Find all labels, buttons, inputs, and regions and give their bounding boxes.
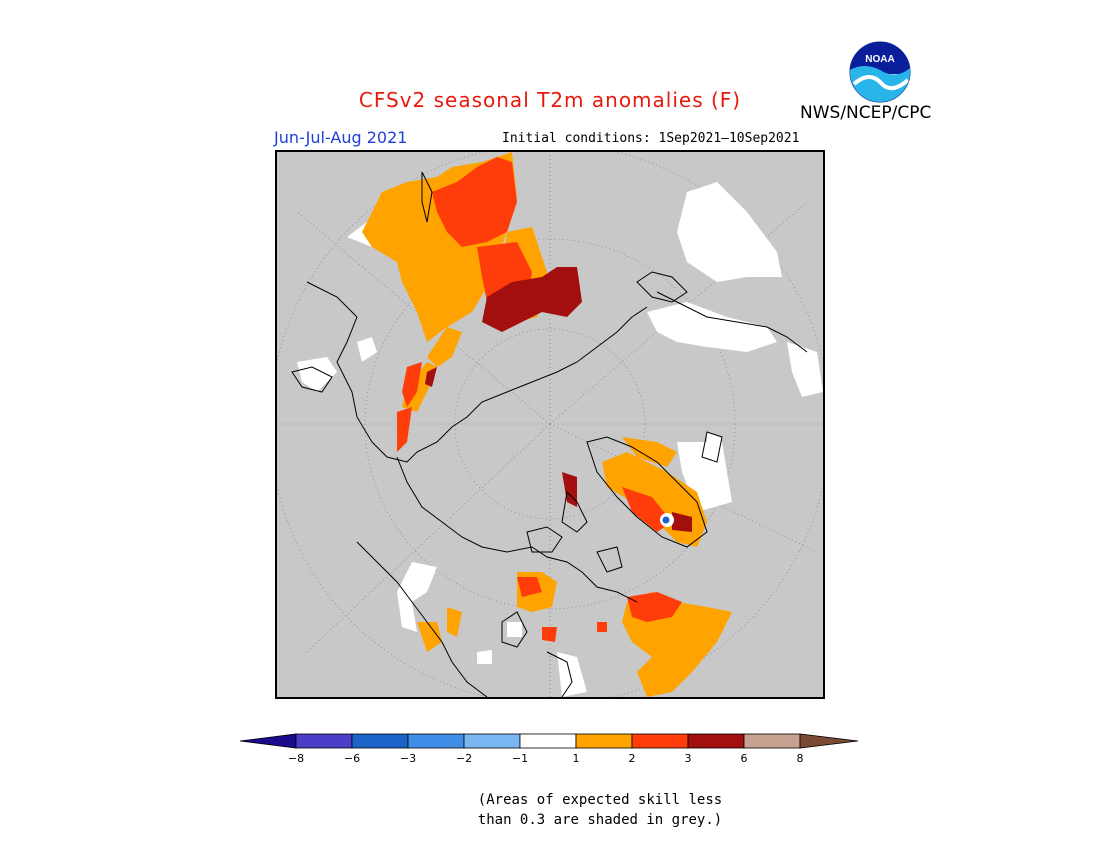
forecast-period: Jun-Jul-Aug 2021 [274, 128, 408, 147]
colorbar-tick-label: 2 [628, 752, 636, 765]
colorbar-segment [351, 733, 409, 749]
colorbar-segment [687, 733, 745, 749]
agency-label: NWS/NCEP/CPC [800, 103, 932, 123]
colorbar-tick-label: −8 [287, 752, 305, 765]
colorbar-tick-label: −6 [343, 752, 361, 765]
map-canvas [277, 152, 823, 697]
noaa-logo: NOAA [849, 41, 911, 103]
colorbar [239, 733, 859, 749]
skill-note-line-2: than 0.3 are shaded in grey.) [477, 812, 723, 828]
colorbar-segment [575, 733, 633, 749]
colorbar-segment [631, 733, 689, 749]
colorbar-segment [519, 733, 577, 749]
colorbar-tick-label: −3 [399, 752, 417, 765]
colorbar-segment [295, 733, 353, 749]
colorbar-tick-label: −2 [455, 752, 473, 765]
skill-note-line-1: (Areas of expected skill less [477, 792, 723, 808]
colorbar-tick-label: −1 [511, 752, 529, 765]
polar-anomaly-map [275, 150, 825, 699]
coastlines [291, 171, 808, 697]
anomaly-cold-spot [660, 513, 674, 527]
colorbar-tick-label: 3 [684, 752, 692, 765]
colorbar-segment [407, 733, 465, 749]
colorbar-segments [239, 733, 859, 749]
colorbar-tick-label: 8 [796, 752, 804, 765]
latitude-circle-60 [454, 328, 646, 520]
colorbar-arrow-low [239, 733, 297, 749]
colorbar-arrow-high [799, 733, 859, 749]
colorbar-segment [743, 733, 801, 749]
initial-conditions: Initial conditions: 1Sep2021–10Sep2021 [502, 131, 800, 146]
skill-note: (Areas of expected skill less than 0.3 a… [450, 790, 750, 830]
colorbar-tick-label: 1 [572, 752, 580, 765]
colorbar-segment [463, 733, 521, 749]
colorbar-tick-label: 6 [740, 752, 748, 765]
logo-text: NOAA [865, 54, 894, 65]
chart-title: CFSv2 seasonal T2m anomalies (F) [358, 88, 742, 112]
